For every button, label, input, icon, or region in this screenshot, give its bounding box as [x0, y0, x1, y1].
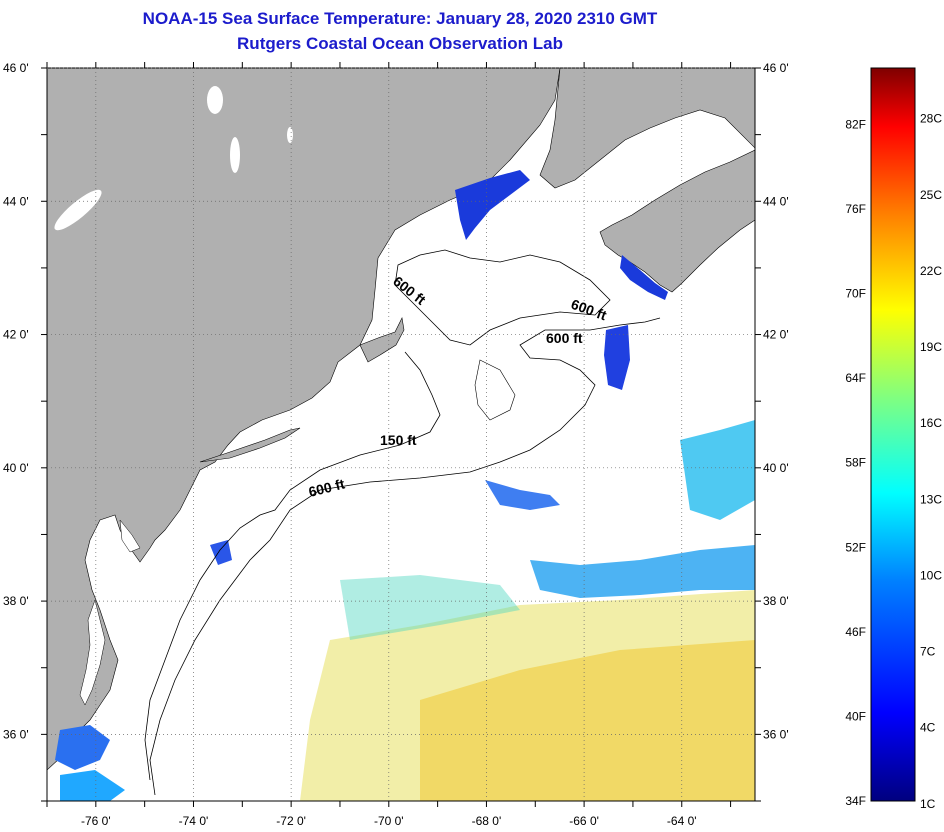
sst-patch-slope [530, 545, 755, 598]
land-mainland [47, 68, 561, 771]
sst-patch-east [680, 420, 755, 520]
land-new-brunswick [539, 68, 755, 189]
colorbar-f-label: 40F [845, 709, 866, 723]
lat-label: 38 0' [3, 594, 29, 608]
chesapeake-bay [79, 599, 106, 706]
sst-speckle-cool [340, 575, 520, 640]
lat-label: 38 0' [763, 594, 789, 608]
contour-georges-bank [474, 359, 516, 421]
sst-patch-georges [604, 325, 630, 390]
lat-label: 40 0' [3, 461, 29, 475]
colorbar-c-label: 22C [920, 264, 942, 278]
land-cape-cod [359, 317, 405, 363]
colorbar-c-label: 16C [920, 416, 942, 430]
colorbar-f-label: 46F [845, 625, 866, 639]
colorbar-f-label: 82F [845, 117, 866, 131]
sst-gulf-stream-warm [420, 640, 755, 801]
colorbar-c-label: 1C [920, 797, 936, 811]
sst-patch-bay-of-fundy [620, 255, 668, 300]
lat-label: 42 0' [3, 328, 29, 342]
colorbar-c-label: 19C [920, 340, 942, 354]
sst-patch-nj [210, 540, 232, 565]
sst-patch-shelf-break [485, 480, 560, 510]
colorbar-f-label: 58F [845, 456, 866, 470]
map-frame [46, 67, 756, 802]
colorbar-c-label: 28C [920, 112, 942, 126]
lat-label: 44 0' [3, 194, 29, 208]
sst-patch-maine [455, 170, 530, 240]
lat-label: 44 0' [763, 194, 789, 208]
map-subtitle: Rutgers Coastal Ocean Observation Lab [237, 34, 563, 53]
colorbar [870, 67, 916, 802]
lon-label: -70 0' [374, 814, 404, 828]
colorbar-f-label: 70F [845, 287, 866, 301]
lon-label: -72 0' [276, 814, 306, 828]
inland-lake [207, 86, 223, 114]
lat-label: 36 0' [3, 727, 29, 741]
contour-label: 150 ft [380, 432, 417, 448]
colorbar-c-label: 7C [920, 645, 936, 659]
sst-patch-hatteras [60, 770, 125, 801]
lat-label: 46 0' [3, 61, 29, 75]
colorbar-f-label: 64F [845, 371, 866, 385]
lon-label: -76 0' [81, 814, 111, 828]
contour-150ft [144, 351, 441, 781]
colorbar-c-label: 25C [920, 188, 942, 202]
lat-label: 46 0' [763, 61, 789, 75]
inland-lake [230, 137, 240, 173]
contour-600ft-gulf-of-maine [394, 249, 611, 346]
lat-label: 40 0' [763, 461, 789, 475]
lon-label: -66 0' [569, 814, 599, 828]
lake-ontario [54, 189, 102, 231]
delaware-bay [119, 519, 141, 553]
axis-ticks: 46 0' 46 0' 44 0' 44 0' 42 0' 42 0' 40 0' 40 0'… [3, 61, 789, 828]
lat-label: 42 0' [763, 328, 789, 342]
lat-label: 36 0' [763, 727, 789, 741]
colorbar-labels: 82F 76F 70F 64F 58F 52F 46F 40F 34F 28C 25C 22C 19C 1… [845, 112, 942, 811]
map-title: NOAA-15 Sea Surface Temperature: January… [142, 9, 658, 28]
colorbar-f-label: 76F [845, 202, 866, 216]
lon-label: -64 0' [667, 814, 697, 828]
lon-label: -74 0' [179, 814, 209, 828]
colorbar-c-label: 4C [920, 721, 936, 735]
colorbar-c-label: 13C [920, 492, 942, 506]
contour-600ft-shelf [149, 317, 661, 796]
colorbar-f-label: 52F [845, 540, 866, 554]
colorbar-c-label: 10C [920, 568, 942, 582]
inland-lake [287, 127, 293, 143]
lon-label: -68 0' [472, 814, 502, 828]
land-long-island [199, 427, 301, 463]
sst-patch-virginia [55, 725, 110, 770]
colorbar-f-label: 34F [845, 794, 866, 808]
contour-label: 600 ft [546, 330, 583, 346]
